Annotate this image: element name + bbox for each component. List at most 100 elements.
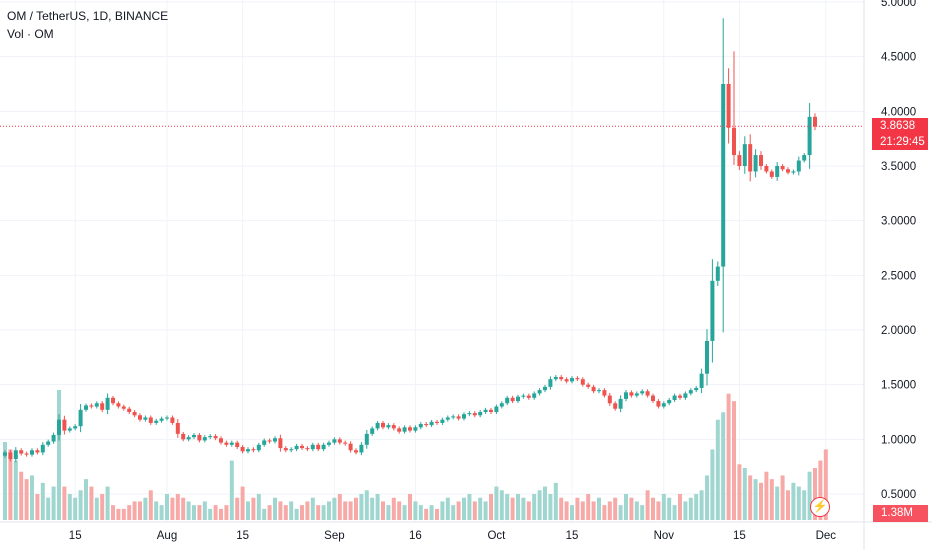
volume-bar: [575, 497, 580, 520]
volume-bar: [791, 482, 796, 520]
volume-bar: [413, 501, 418, 520]
volume-bar: [359, 494, 364, 520]
volume-bar: [532, 494, 537, 520]
candle-body: [143, 417, 148, 420]
candle-body: [240, 446, 245, 452]
volume-bar: [391, 497, 396, 520]
x-tick-label: 15: [566, 530, 579, 542]
candle-body: [35, 450, 40, 453]
candle-body: [575, 378, 580, 380]
candle-body: [413, 427, 418, 431]
volume-bar: [348, 501, 353, 520]
volume-bar: [818, 460, 823, 520]
candle-body: [796, 160, 801, 172]
candle-body: [192, 434, 196, 438]
volume-bar: [672, 505, 677, 520]
volume-bar: [661, 494, 666, 520]
volume-bar: [240, 486, 245, 520]
x-tick-label: 15: [69, 530, 82, 542]
time-axis[interactable]: 15 Aug 15 Sep 16 Oct 15 Nov 15 Dec: [0, 521, 932, 542]
candle-body: [94, 403, 99, 407]
candle-body: [100, 403, 105, 410]
volume-bar: [429, 505, 434, 520]
volume-bar: [116, 508, 121, 520]
candle-body: [181, 433, 186, 440]
volume-bar: [402, 505, 407, 520]
volume-bar: [580, 501, 585, 520]
volume-bar: [651, 497, 655, 520]
volume-bar: [246, 501, 250, 520]
candle-body: [127, 408, 132, 412]
volume-bar: [343, 501, 348, 520]
candle-body: [67, 428, 72, 431]
volume-bar: [699, 490, 704, 520]
candle-body: [640, 391, 645, 394]
candle-body: [618, 398, 623, 409]
volume-bar: [775, 486, 780, 520]
volume-bar: [46, 497, 51, 520]
y-tick-label: 3.5000: [881, 161, 916, 173]
candle-body: [348, 443, 353, 451]
candle-body: [445, 417, 450, 420]
volume-bar: [310, 497, 315, 520]
candle-body: [586, 384, 591, 387]
volume-bar: [316, 505, 321, 520]
volume-bar: [94, 497, 99, 520]
candle-body: [283, 448, 288, 451]
volume-bar: [640, 505, 645, 520]
candle-body: [278, 438, 283, 449]
volume-bar: [121, 508, 126, 520]
candle-body: [521, 395, 526, 397]
candle-body: [386, 425, 391, 428]
candle-body: [737, 155, 742, 166]
volume-bar: [262, 508, 267, 520]
volume-bar: [337, 494, 342, 520]
volume-bar: [521, 497, 526, 520]
volume-bar: [489, 494, 493, 520]
candle-body: [678, 395, 682, 398]
candle-body: [478, 412, 483, 416]
volume-bar: [3, 442, 7, 520]
candle-body: [246, 449, 250, 452]
volume-bar: [251, 497, 256, 520]
x-tick-label: 15: [236, 530, 249, 542]
candle-body: [327, 442, 331, 445]
candle-body: [624, 392, 628, 399]
candle-body: [289, 449, 294, 451]
candle-body: [705, 340, 709, 374]
candle-body: [802, 155, 807, 161]
candle-body: [8, 452, 13, 460]
candle-body: [510, 397, 515, 402]
candle-body: [138, 415, 142, 420]
candle-body: [154, 420, 159, 423]
candle-body: [51, 434, 56, 442]
y-tick-label: 2.5000: [881, 270, 916, 282]
candle-body: [208, 436, 213, 438]
y-tick-label: 3.0000: [881, 216, 916, 228]
volume-bar: [548, 494, 553, 520]
candle-body: [791, 171, 796, 173]
volume-bar: [721, 412, 726, 520]
volume-bar: [213, 505, 218, 520]
volume-bar: [202, 501, 207, 520]
candle-body: [267, 440, 272, 442]
candle-body: [332, 439, 337, 443]
lightning-icon[interactable]: ⚡: [810, 497, 830, 517]
grid-lines: [0, 0, 864, 521]
volume-bar: [159, 505, 164, 520]
candle-body: [683, 393, 688, 398]
price-axis[interactable]: 0.5000 1.0000 1.5000 2.0000 2.5000 3.0000 3.50…: [863, 0, 916, 550]
symbol-title[interactable]: OM / TetherUS, 1D, BINANCE: [7, 9, 169, 23]
candle-body: [780, 166, 785, 170]
volume-bar: [273, 497, 277, 520]
y-tick-label: 4.5000: [881, 52, 916, 64]
volume-bar: [278, 501, 283, 520]
volume-legend[interactable]: Vol · OM: [7, 27, 54, 41]
volume-bar: [510, 497, 515, 520]
candle-body: [699, 373, 704, 388]
candle-body: [316, 444, 321, 450]
volume-bar: [607, 501, 612, 520]
candle-body: [597, 390, 601, 392]
volume-bar: [483, 501, 488, 520]
